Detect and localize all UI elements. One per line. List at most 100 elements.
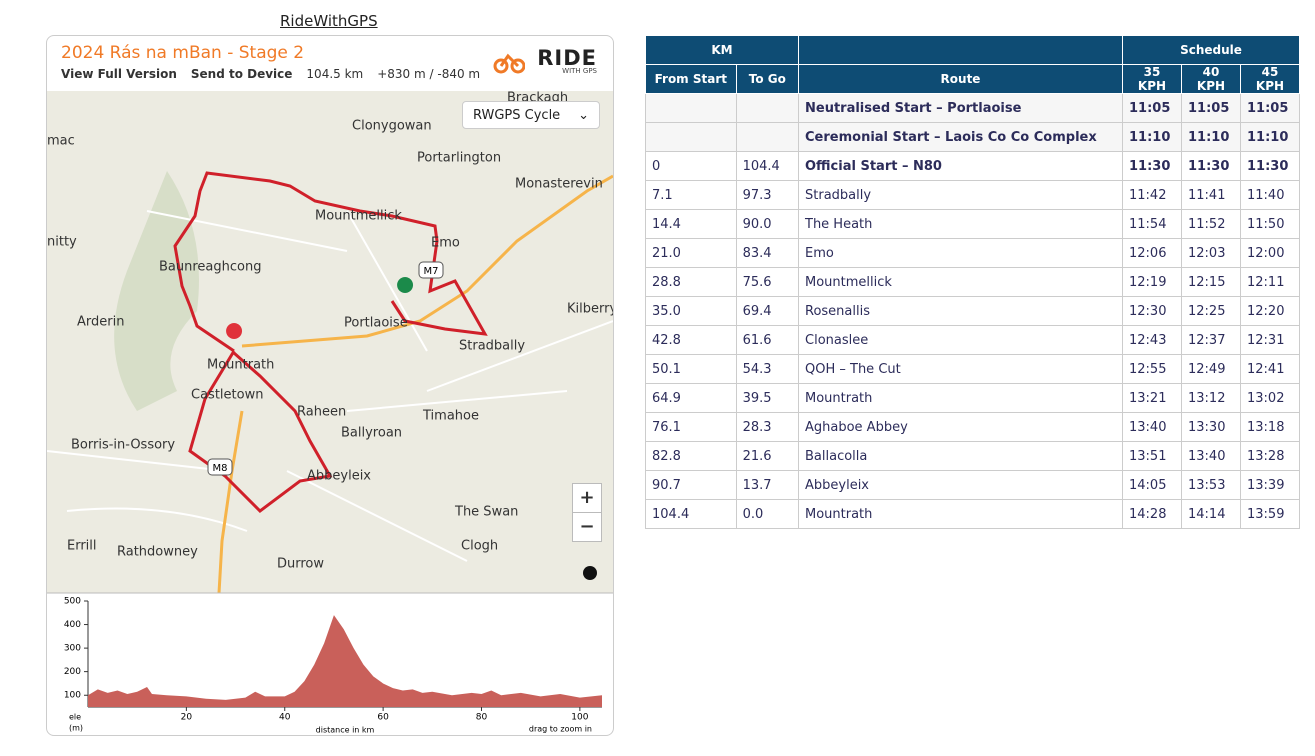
table-cell: 0.0: [735, 499, 800, 529]
table-cell: 12:30: [1122, 296, 1182, 326]
logo-icon: [493, 53, 525, 74]
table-cell: 13:39: [1240, 470, 1300, 500]
table-row: 76.1 28.3 Aghaboe Abbey 13:40 13:30 13:18: [645, 412, 1300, 442]
table-cell: 13.7: [735, 470, 800, 500]
table-row: 21.0 83.4 Emo 12:06 12:03 12:00: [645, 238, 1300, 268]
route-line: [173, 171, 488, 513]
y-unit: (m): [69, 724, 83, 733]
link[interactable]: RideWithGPS: [280, 12, 378, 30]
table-cell: 12:49: [1181, 354, 1241, 384]
group-header: Schedule: [1122, 35, 1300, 65]
place-label: Clonygowan: [352, 119, 432, 134]
elevation-gain: +830 m / -840 m: [377, 67, 481, 81]
road-shield-label: M8: [213, 463, 228, 474]
table-cell: 11:40: [1240, 180, 1300, 210]
place-label: Arderin: [77, 315, 124, 330]
table-cell: 11:05: [1181, 93, 1241, 123]
table-cell: 83.4: [735, 238, 800, 268]
table-cell: 75.6: [735, 267, 800, 297]
place-label: Baunreaghcong: [159, 260, 261, 275]
elevation-area: [88, 615, 602, 707]
table-row: 35.0 69.4 Rosenallis 12:30 12:25 12:20: [645, 296, 1300, 326]
place-label: Emo: [431, 236, 460, 251]
route-widget: 2024 Rás na mBan - Stage 2 View Full Ver…: [46, 35, 614, 736]
table-cell: 12:11: [1240, 267, 1300, 297]
table-cell: The Heath: [798, 209, 1123, 239]
table-cell: 12:20: [1240, 296, 1300, 326]
zoom-out[interactable]: −: [572, 512, 602, 542]
action[interactable]: View Full Version: [61, 67, 177, 81]
zoom-in[interactable]: +: [572, 483, 602, 513]
table-cell: 90.0: [735, 209, 800, 239]
table-cell: [645, 122, 737, 152]
table-cell: 50.1: [645, 354, 737, 384]
x-tick-label: 40: [279, 713, 291, 723]
table-cell: 14:14: [1181, 499, 1241, 529]
table-cell: Official Start – N80: [798, 151, 1123, 181]
column-header: 40 KPH: [1181, 64, 1241, 94]
x-tick-label: 60: [377, 713, 389, 723]
place-label: Durrow: [277, 557, 324, 572]
place-label: Raheen: [297, 405, 346, 420]
place-label: Mountmellick: [315, 209, 402, 224]
table-cell: Aghaboe Abbey: [798, 412, 1123, 442]
place-label: Portarlington: [417, 151, 501, 166]
place-label: Portlaoise: [344, 316, 408, 331]
table-cell: 12:31: [1240, 325, 1300, 355]
header-row: From Start To Go Route 35 KPH 40 KPH 45 KPH: [645, 64, 1300, 94]
place-label: Castletown: [191, 388, 263, 403]
table-cell: 12:37: [1181, 325, 1241, 355]
place-label: Monasterevin: [515, 177, 603, 192]
table-cell: 12:41: [1240, 354, 1300, 384]
route-title[interactable]: 2024 Rás na mBan - Stage 2: [61, 43, 305, 63]
map-style: RWGPS Cycle: [473, 108, 561, 123]
table-cell: 97.3: [735, 180, 800, 210]
table-row: 104.4 0.0 Mountrath 14:28 14:14 13:59: [645, 499, 1300, 529]
table-cell: 39.5: [735, 383, 800, 413]
table-cell: Mountrath: [798, 499, 1123, 529]
info-icon[interactable]: [583, 566, 597, 580]
place-label: Errill: [67, 539, 97, 554]
table-cell: Clonaslee: [798, 325, 1123, 355]
distance: 104.5 km: [306, 67, 364, 81]
table-cell: [735, 93, 800, 123]
logo-sub: WITH GPS: [562, 67, 597, 75]
table-cell: 13:12: [1181, 383, 1241, 413]
group-header: [798, 35, 1123, 65]
table-cell: 90.7: [645, 470, 737, 500]
table-cell: [735, 122, 800, 152]
road-shield: [207, 458, 233, 476]
widget-header: 2024 Rás na mBan - Stage 2 View Full Ver…: [47, 36, 613, 92]
table-cell: 12:15: [1181, 267, 1241, 297]
table-row: Ceremonial Start – Laois Co Co Complex 11…: [645, 122, 1300, 152]
hint: drag to zoom in: [529, 725, 592, 734]
map-style-select[interactable]: RWGPS Cycle ⌄: [462, 101, 600, 129]
table-cell: 13:02: [1240, 383, 1300, 413]
table-cell: 11:50: [1240, 209, 1300, 239]
table-cell: 104.4: [645, 499, 737, 529]
action[interactable]: Send to Device: [190, 67, 293, 81]
table-cell: 11:10: [1240, 122, 1300, 152]
table-cell: 13:40: [1181, 441, 1241, 471]
table-cell: Emo: [798, 238, 1123, 268]
start-pin: [397, 277, 414, 293]
table-cell: 13:40: [1122, 412, 1182, 442]
table-cell: 11:10: [1181, 122, 1241, 152]
table-cell: 0: [645, 151, 737, 181]
table-cell: 35.0: [645, 296, 737, 326]
table-cell: 11:54: [1122, 209, 1182, 239]
table-cell: 11:42: [1122, 180, 1182, 210]
table-cell: 7.1: [645, 180, 737, 210]
chevron: ⌄: [578, 108, 589, 123]
table-row: 82.8 21.6 Ballacolla 13:51 13:40 13:28: [645, 441, 1300, 471]
table-cell: 12:55: [1122, 354, 1182, 384]
table-cell: 11:30: [1240, 151, 1300, 181]
table-cell: Ballacolla: [798, 441, 1123, 471]
table-cell: 13:28: [1240, 441, 1300, 471]
table-cell: Mountmellick: [798, 267, 1123, 297]
place-label: Mountrath: [207, 358, 274, 373]
table-cell: 11:05: [1240, 93, 1300, 123]
table-row: 42.8 61.6 Clonaslee 12:43 12:37 12:31: [645, 325, 1300, 355]
table-row: Neutralised Start – Portlaoise 11:05 11:05…: [645, 93, 1300, 123]
